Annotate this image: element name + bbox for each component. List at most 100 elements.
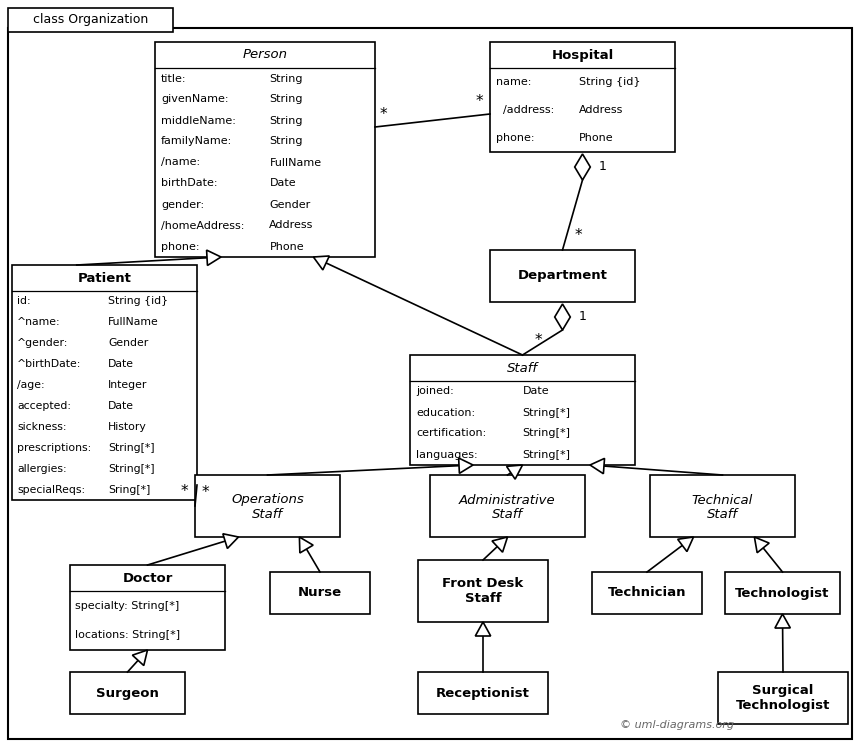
- Bar: [70, 565, 225, 650]
- Text: Department: Department: [518, 270, 607, 282]
- Text: String: String: [269, 137, 303, 146]
- Text: Technologist: Technologist: [735, 586, 830, 600]
- Text: 1: 1: [599, 160, 606, 173]
- Text: *: *: [202, 485, 210, 500]
- Text: locations: String[*]: locations: String[*]: [75, 630, 180, 640]
- Text: Staff: Staff: [492, 509, 523, 521]
- Bar: [410, 355, 635, 465]
- Bar: [418, 672, 548, 714]
- Text: Nurse: Nurse: [298, 586, 342, 600]
- Text: Date: Date: [108, 401, 134, 411]
- Text: String[*]: String[*]: [108, 443, 155, 453]
- Text: phone:: phone:: [161, 241, 200, 252]
- Polygon shape: [458, 458, 473, 474]
- Text: Receptionist: Receptionist: [436, 686, 530, 699]
- Polygon shape: [507, 465, 523, 479]
- Text: Phone: Phone: [579, 133, 613, 143]
- Bar: [12, 265, 197, 500]
- Bar: [155, 42, 375, 257]
- Text: © uml-diagrams.org: © uml-diagrams.org: [620, 720, 734, 730]
- Text: History: History: [108, 422, 147, 432]
- Text: ^birthDate:: ^birthDate:: [17, 359, 82, 369]
- Text: Date: Date: [523, 386, 550, 397]
- Text: givenName:: givenName:: [161, 95, 229, 105]
- Text: *: *: [380, 107, 388, 122]
- Text: /name:: /name:: [161, 158, 200, 167]
- Text: gender:: gender:: [161, 199, 204, 209]
- Text: sickness:: sickness:: [17, 422, 66, 432]
- Text: education:: education:: [416, 408, 475, 418]
- Text: Administrative: Administrative: [459, 494, 556, 506]
- Text: Hospital: Hospital: [551, 49, 614, 61]
- Polygon shape: [775, 614, 790, 628]
- Text: ^name:: ^name:: [17, 317, 60, 327]
- Text: Staff: Staff: [507, 362, 538, 374]
- Bar: [490, 250, 635, 302]
- Text: *: *: [535, 333, 542, 348]
- Text: Phone: Phone: [269, 241, 304, 252]
- Text: familyName:: familyName:: [161, 137, 232, 146]
- Bar: [270, 572, 370, 614]
- Polygon shape: [206, 250, 221, 265]
- Text: Operations: Operations: [231, 494, 304, 506]
- Bar: [195, 475, 340, 537]
- Text: Address: Address: [579, 105, 624, 115]
- Text: phone:: phone:: [496, 133, 535, 143]
- Text: *: *: [181, 484, 188, 499]
- Text: Person: Person: [243, 49, 287, 61]
- Bar: [70, 672, 185, 714]
- Polygon shape: [754, 537, 769, 553]
- Text: Gender: Gender: [269, 199, 310, 209]
- Text: specialty: String[*]: specialty: String[*]: [75, 601, 179, 611]
- Text: allergies:: allergies:: [17, 464, 66, 474]
- Polygon shape: [574, 154, 590, 180]
- Text: String[*]: String[*]: [523, 429, 570, 438]
- Text: String {id}: String {id}: [579, 77, 641, 87]
- Polygon shape: [476, 622, 491, 636]
- Polygon shape: [313, 256, 329, 270]
- Text: FullName: FullName: [108, 317, 159, 327]
- Text: FullName: FullName: [269, 158, 322, 167]
- Polygon shape: [223, 534, 238, 548]
- Text: String: String: [269, 73, 303, 84]
- Text: String[*]: String[*]: [108, 464, 155, 474]
- Polygon shape: [299, 537, 313, 553]
- Text: Date: Date: [269, 179, 296, 188]
- Polygon shape: [590, 459, 605, 474]
- Text: Integer: Integer: [108, 380, 148, 390]
- Text: id:: id:: [17, 297, 31, 306]
- Text: middleName:: middleName:: [161, 116, 236, 125]
- Text: languages:: languages:: [416, 450, 477, 459]
- Text: certification:: certification:: [416, 429, 486, 438]
- Bar: [8, 8, 173, 32]
- Text: Staff: Staff: [252, 509, 283, 521]
- Text: Doctor: Doctor: [122, 571, 173, 584]
- Text: Sring[*]: Sring[*]: [108, 485, 150, 495]
- Text: Patient: Patient: [77, 271, 132, 285]
- Bar: [418, 560, 548, 622]
- Text: *: *: [476, 94, 483, 109]
- Text: ^gender:: ^gender:: [17, 338, 69, 348]
- Polygon shape: [132, 650, 148, 666]
- Text: /homeAddress:: /homeAddress:: [161, 220, 244, 231]
- Text: String[*]: String[*]: [523, 450, 570, 459]
- Text: *: *: [574, 228, 582, 243]
- Text: Address: Address: [269, 220, 314, 231]
- Bar: [430, 475, 585, 537]
- Text: Surgical
Technologist: Surgical Technologist: [736, 684, 830, 712]
- Text: accepted:: accepted:: [17, 401, 71, 411]
- Bar: [592, 572, 702, 614]
- Bar: [718, 672, 848, 724]
- Text: String: String: [269, 95, 303, 105]
- Text: title:: title:: [161, 73, 187, 84]
- Text: Surgeon: Surgeon: [96, 686, 159, 699]
- Text: /address:: /address:: [496, 105, 554, 115]
- Bar: [490, 42, 675, 152]
- Polygon shape: [555, 304, 570, 330]
- Bar: [650, 475, 795, 537]
- Text: Front Desk
Staff: Front Desk Staff: [442, 577, 524, 605]
- Text: /age:: /age:: [17, 380, 45, 390]
- Text: joined:: joined:: [416, 386, 454, 397]
- Text: birthDate:: birthDate:: [161, 179, 218, 188]
- Text: Date: Date: [108, 359, 134, 369]
